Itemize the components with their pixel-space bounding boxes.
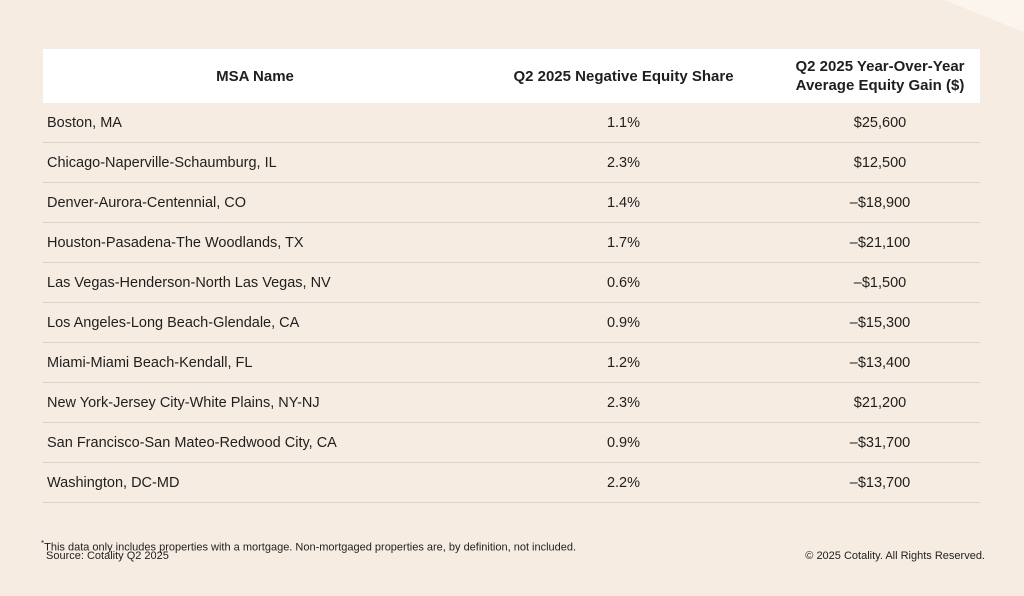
- table-row: Los Angeles-Long Beach-Glendale, CA 0.9% –…: [43, 303, 980, 343]
- cell-equity-gain: –$1,500: [853, 274, 907, 291]
- cell-negative-equity-share: 1.4%: [606, 194, 641, 211]
- cell-negative-equity-share: 0.6%: [606, 274, 641, 291]
- cell-negative-equity-share: 2.3%: [606, 394, 641, 411]
- cell-negative-equity-share: 0.9%: [606, 314, 641, 331]
- cell-negative-equity-share: 1.1%: [606, 114, 641, 131]
- header-equity-gain: Q2 2025 Year-Over-Year Average Equity Ga…: [780, 57, 980, 95]
- header-equity-gain-line2: Average Equity Gain ($): [795, 77, 965, 94]
- header-negative-equity-share: Q2 2025 Negative Equity Share: [513, 67, 734, 85]
- footnote-text: This data only includes properties with …: [44, 541, 577, 554]
- cell-equity-gain: –$21,100: [849, 234, 911, 251]
- table-row: Houston-Pasadena-The Woodlands, TX 1.7% –$…: [43, 223, 980, 263]
- cell-msa-name: Boston, MA: [47, 114, 122, 131]
- table-row: Las Vegas-Henderson-North Las Vegas, NV 0…: [43, 263, 980, 303]
- header-msa-name: MSA Name: [216, 67, 294, 85]
- cell-msa-name: Denver-Aurora-Centennial, CO: [47, 194, 247, 211]
- table-row: San Francisco-San Mateo-Redwood City, CA…: [43, 423, 980, 463]
- source-note: Source: Cotality Q2 2025: [46, 550, 169, 562]
- table-body: Boston, MA 1.1% $25,600 Chicago-Naperville-…: [43, 103, 980, 503]
- cell-equity-gain: $25,600: [853, 114, 907, 131]
- cell-msa-name: Houston-Pasadena-The Woodlands, TX: [47, 234, 304, 251]
- cell-msa-name: Los Angeles-Long Beach-Glendale, CA: [47, 314, 300, 331]
- cell-negative-equity-share: 2.3%: [606, 154, 641, 171]
- cell-negative-equity-share: 1.7%: [606, 234, 641, 251]
- cell-negative-equity-share: 2.2%: [606, 474, 641, 491]
- cell-msa-name: Miami-Miami Beach-Kendall, FL: [47, 354, 253, 371]
- equity-table: MSA Name Q2 2025 Negative Equity Share Q…: [43, 49, 980, 503]
- cell-msa-name: Las Vegas-Henderson-North Las Vegas, NV: [47, 274, 331, 291]
- cell-msa-name: Chicago-Naperville-Schaumburg, IL: [47, 154, 277, 171]
- table-header-row: MSA Name Q2 2025 Negative Equity Share Q…: [43, 49, 980, 103]
- cell-msa-name: Washington, DC-MD: [47, 474, 180, 491]
- cell-negative-equity-share: 1.2%: [606, 354, 641, 371]
- cell-negative-equity-share: 0.9%: [606, 434, 641, 451]
- footnote-marker: *: [41, 539, 45, 548]
- table-row: Boston, MA 1.1% $25,600: [43, 103, 980, 143]
- table-row: Washington, DC-MD 2.2% –$13,700: [43, 463, 980, 503]
- copyright-notice: © 2025 Cotality. All Rights Reserved.: [805, 550, 985, 562]
- cell-equity-gain: $12,500: [853, 154, 907, 171]
- table-row: Chicago-Naperville-Schaumburg, IL 2.3% $12…: [43, 143, 980, 183]
- cell-equity-gain: –$18,900: [849, 194, 911, 211]
- cell-equity-gain: –$31,700: [849, 434, 911, 451]
- cell-msa-name: San Francisco-San Mateo-Redwood City, CA: [47, 434, 337, 451]
- table-row: Denver-Aurora-Centennial, CO 1.4% –$18,900: [43, 183, 980, 223]
- cell-equity-gain: –$13,700: [849, 474, 911, 491]
- cell-msa-name: New York-Jersey City-White Plains, NY-NJ: [47, 394, 320, 411]
- cell-equity-gain: –$13,400: [849, 354, 911, 371]
- table-row: Miami-Miami Beach-Kendall, FL 1.2% –$13,40…: [43, 343, 980, 383]
- cell-equity-gain: –$15,300: [849, 314, 911, 331]
- table-row: New York-Jersey City-White Plains, NY-NJ…: [43, 383, 980, 423]
- cell-equity-gain: $21,200: [853, 394, 907, 411]
- header-equity-gain-line1: Q2 2025 Year-Over-Year: [795, 58, 965, 75]
- footnote: *This data only includes properties with…: [41, 537, 576, 555]
- corner-decoration: [944, 0, 1024, 32]
